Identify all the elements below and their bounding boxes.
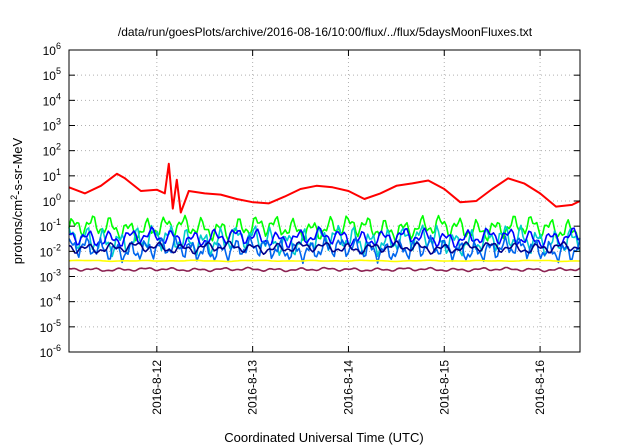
y-tick-label: 100 bbox=[43, 192, 61, 209]
y-tick-label: 10-6 bbox=[40, 343, 61, 360]
series-line-6 bbox=[68, 240, 581, 255]
chart-title: /data/run/goesPlots/archive/2016-08-16/1… bbox=[118, 25, 533, 39]
series-line-1 bbox=[68, 162, 581, 214]
y-tick-label: 10-1 bbox=[40, 217, 61, 234]
y-tick-label: 105 bbox=[43, 66, 61, 83]
y-axis-label-prefix: protons/cm bbox=[10, 200, 25, 264]
y-tick-label: 106 bbox=[43, 41, 61, 58]
x-ticks: 2016-8-12 2016-8-13 2016-8-14 2016-8-15 2016… bbox=[150, 50, 547, 415]
y-tick-label: 10-5 bbox=[40, 318, 61, 335]
plot-frame bbox=[68, 49, 581, 353]
y-axis-label-sup: 2 bbox=[9, 195, 19, 200]
x-tick-label: 2016-8-12 bbox=[150, 360, 164, 415]
series-group bbox=[68, 162, 581, 273]
x-tick-label: 2016-8-14 bbox=[341, 360, 355, 415]
y-axis-label-suffix: -s-sr-MeV bbox=[10, 137, 25, 194]
y-tick-label: 101 bbox=[43, 167, 61, 184]
y-tick-label: 10-4 bbox=[40, 293, 61, 310]
grid-lines bbox=[69, 50, 580, 352]
y-axis-label: protons/cm2-s-sr-MeV bbox=[9, 137, 25, 264]
series-line-5 bbox=[68, 234, 581, 265]
y-tick-label: 103 bbox=[43, 117, 61, 134]
x-tick-label: 2016-8-13 bbox=[246, 360, 260, 415]
x-tick-label: 2016-8-15 bbox=[437, 360, 451, 415]
y-tick-label: 102 bbox=[43, 142, 61, 159]
x-axis-label: Coordinated Universal Time (UTC) bbox=[224, 430, 423, 445]
y-tick-label: 10-2 bbox=[40, 242, 61, 259]
x-tick-label: 2016-8-16 bbox=[533, 360, 547, 415]
series-line-7 bbox=[68, 259, 580, 263]
y-ticks: 10-6 10-5 10-4 10-3 10-2 10-1 100 101 102 103 104 1… bbox=[40, 41, 580, 360]
series-line-8 bbox=[68, 266, 581, 273]
y-tick-label: 10-3 bbox=[40, 268, 61, 285]
y-tick-label: 104 bbox=[43, 91, 61, 108]
